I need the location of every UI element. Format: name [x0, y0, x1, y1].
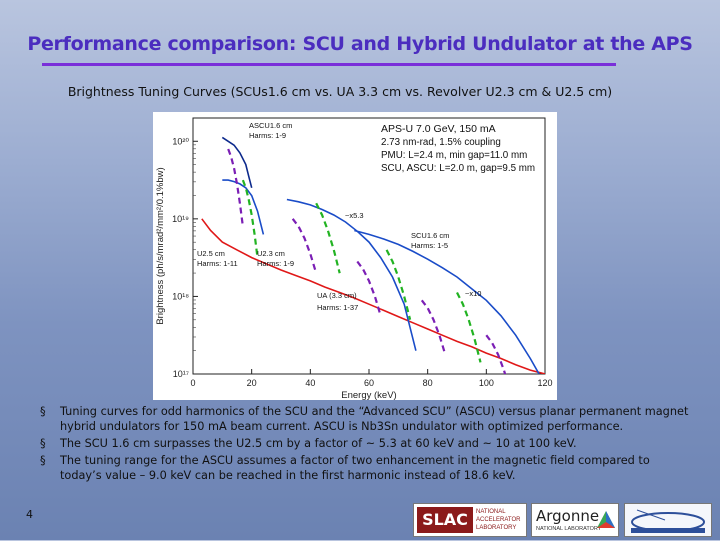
chart-annotation: Harms: 1-9: [257, 259, 294, 268]
chart-annotation: U2.3 cm: [257, 249, 285, 258]
x-tick-label: 0: [190, 378, 195, 388]
chart-annotation: Harms: 1-11: [197, 259, 238, 268]
chart-annotation: UA (3.3 cm): [317, 291, 357, 300]
bullet-item: § The tuning range for the ASCU assumes …: [40, 453, 690, 483]
chart-annotation: U2.5 cm: [197, 249, 225, 258]
parameter-line: 2.73 nm-rad, 1.5% coupling: [381, 137, 501, 148]
slac-subtitle: NATIONAL ACCELERATOR LABORATORY: [476, 509, 521, 531]
series-line: [201, 218, 545, 374]
parameters-box: APS-U 7.0 GeV, 150 mA 2.73 nm-rad, 1.5% c…: [381, 123, 535, 174]
series-line: [222, 179, 265, 235]
series-line: [456, 292, 482, 363]
series-line: [354, 229, 540, 374]
parameter-line: PMU: L=2.4 m, min gap=11.0 mm: [381, 150, 527, 161]
y-tick-label: 10²⁰: [172, 136, 189, 146]
argonne-wordmark: Argonne: [536, 507, 600, 525]
series-line: [286, 198, 417, 351]
chart-annotation: Harms: 1-9: [249, 131, 286, 140]
x-tick-label: 100: [479, 378, 494, 388]
brightness-chart-svg: 0 20 40 60 80 100 120 10²⁰ 10¹⁹ 10¹⁸ 10¹⁷ Energy (k…: [155, 117, 553, 401]
parameter-line: SCU, ASCU: L=2.0 m, gap=9.5 mm: [381, 163, 535, 174]
aps-ring-icon: [631, 509, 705, 533]
chart-annotation: ~x5.3: [345, 211, 364, 220]
argonne-logo: Argonne NATIONAL LABORATORY: [531, 503, 619, 537]
x-tick-label: 80: [423, 378, 433, 388]
series-line: [356, 260, 382, 317]
slide-title: Performance comparison: SCU and Hybrid U…: [27, 33, 693, 55]
bullet-text: The tuning range for the ASCU assumes a …: [60, 454, 650, 482]
series-line: [420, 299, 447, 355]
y-tick-label: 10¹⁷: [173, 369, 189, 379]
x-tick-label: 40: [305, 378, 315, 388]
argonne-triangle-icon: [597, 511, 615, 528]
title-underline: [42, 63, 616, 66]
y-tick-label: 10¹⁹: [172, 214, 189, 224]
y-tick-label: 10¹⁸: [172, 291, 189, 301]
x-axis-label: Energy (keV): [341, 390, 396, 400]
series-line: [227, 148, 244, 227]
argonne-subtitle: NATIONAL LABORATORY: [536, 526, 602, 532]
chart-caption: Brightness Tuning Curves (SCUs1.6 cm vs.…: [67, 84, 613, 99]
series-line: [291, 218, 318, 274]
page-number: 4: [26, 508, 33, 521]
brightness-chart: 0 20 40 60 80 100 120 10²⁰ 10¹⁹ 10¹⁸ 10¹⁷ Energy (k…: [153, 112, 557, 401]
chart-annotation: ~x10: [465, 289, 481, 298]
bullet-item: § Tuning curves for odd harmonics of the…: [40, 404, 690, 434]
bullet-text: Tuning curves for odd harmonics of the S…: [60, 405, 689, 433]
chart-annotation: SCU1.6 cm: [411, 231, 449, 240]
slac-logo: SLAC NATIONAL ACCELERATOR LABORATORY: [413, 503, 527, 537]
chart-annotation: ASCU1.6 cm: [249, 121, 292, 130]
bullet-list: § Tuning curves for odd harmonics of the…: [40, 404, 690, 485]
bullet-marker: §: [40, 437, 46, 450]
x-tick-label: 20: [247, 378, 257, 388]
x-tick-label: 60: [364, 378, 374, 388]
bullet-text: The SCU 1.6 cm surpasses the U2.5 cm by …: [60, 437, 577, 450]
aps-logo: [624, 503, 712, 537]
series-line: [385, 249, 412, 320]
series-line: [315, 202, 341, 274]
chart-annotation: Harms: 1-5: [411, 241, 448, 250]
series-line: [241, 179, 259, 258]
bullet-marker: §: [40, 405, 46, 418]
series-group: [201, 136, 545, 374]
x-tick-label: 120: [537, 378, 552, 388]
parameter-line: APS-U 7.0 GeV, 150 mA: [381, 123, 496, 135]
chart-annotation: Harms: 1-37: [317, 303, 358, 312]
bullet-item: § The SCU 1.6 cm surpasses the U2.5 cm b…: [40, 436, 690, 451]
slac-wordmark: SLAC: [417, 507, 473, 533]
bullet-marker: §: [40, 454, 46, 467]
y-axis-label: Brightness (ph/s/mrad²/mm²/0.1%bw): [155, 167, 166, 324]
series-line: [221, 136, 253, 189]
series-line: [485, 334, 507, 374]
